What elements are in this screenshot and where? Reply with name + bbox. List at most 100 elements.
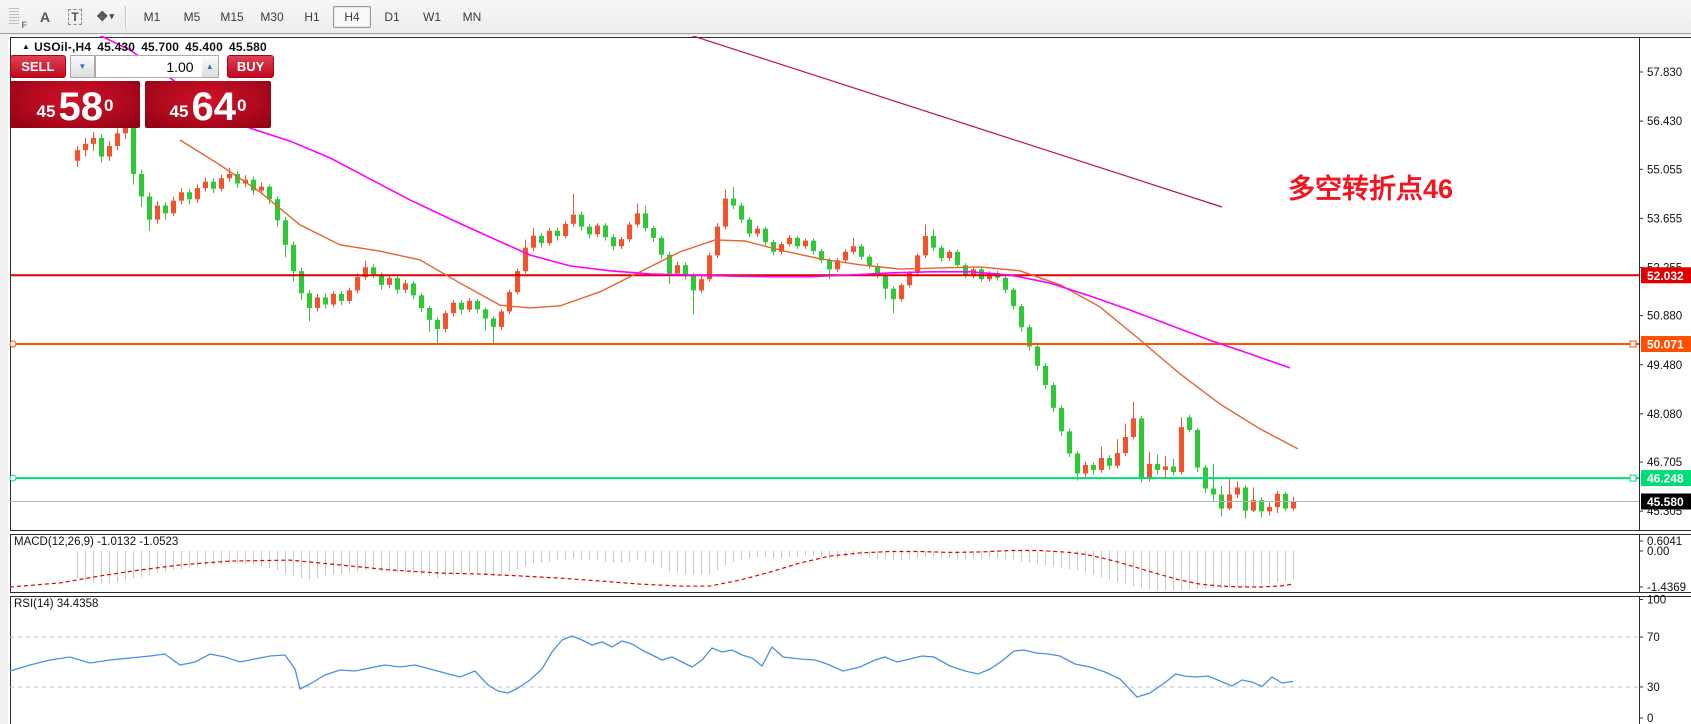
candle-body bbox=[155, 205, 160, 220]
svg-text:46.705: 46.705 bbox=[1647, 457, 1682, 469]
candle-body bbox=[539, 235, 544, 244]
timeframe-button-M15[interactable]: M15 bbox=[220, 9, 244, 24]
hline-right-handle[interactable] bbox=[1629, 474, 1637, 482]
svg-text:70: 70 bbox=[1647, 632, 1660, 644]
candle-body bbox=[1051, 385, 1056, 408]
price-tag bbox=[1641, 267, 1691, 284]
candle-body bbox=[363, 267, 368, 278]
candle-body bbox=[307, 293, 312, 308]
candle-body bbox=[475, 300, 480, 310]
candle-body bbox=[435, 319, 440, 329]
rsi-indicator-label: RSI(14) 34.4358 bbox=[14, 598, 99, 610]
candle-body bbox=[859, 246, 864, 257]
svg-text:48.080: 48.080 bbox=[1647, 409, 1682, 421]
candle-body bbox=[611, 237, 616, 247]
toolbar-separator bbox=[125, 5, 127, 28]
candle-body bbox=[1003, 277, 1008, 290]
candle-body bbox=[1171, 466, 1176, 473]
candle-body bbox=[1211, 488, 1216, 495]
candle-body bbox=[523, 247, 528, 272]
buy-price-tile[interactable]: 45 64 0 bbox=[145, 81, 271, 128]
candle-body bbox=[459, 302, 464, 310]
candle-body bbox=[891, 288, 896, 300]
candle-body bbox=[691, 275, 696, 291]
ma-fast-line bbox=[179, 139, 1299, 450]
volume-decrease-button[interactable]: ▼ bbox=[69, 55, 96, 78]
timeframe-button-H1[interactable]: H1 bbox=[304, 9, 320, 24]
tile-windows-icon[interactable] bbox=[2, 5, 28, 30]
trendline-layer[interactable] bbox=[690, 36, 1223, 208]
hline-left-handle[interactable] bbox=[9, 340, 17, 348]
chart-canvas: 57.83056.43055.05553.65552.25550.88049.4… bbox=[9, 36, 1691, 724]
candle-body bbox=[771, 242, 776, 252]
candle-body bbox=[595, 225, 600, 235]
price-tag bbox=[1641, 336, 1691, 353]
timeframe-button-group: M1 M5 M15 M30 H1 H4 D1 W1 MN bbox=[132, 5, 492, 28]
price-tag bbox=[1641, 470, 1691, 487]
buy-price-pips: 64 bbox=[191, 85, 236, 129]
candle-body bbox=[675, 265, 680, 274]
descending-trendline[interactable] bbox=[690, 36, 1223, 208]
chart-window: 57.83056.43055.05553.65552.25550.88049.4… bbox=[8, 36, 1691, 724]
candle-body bbox=[931, 236, 936, 248]
candle-body bbox=[947, 251, 952, 259]
price-tag bbox=[1641, 493, 1691, 510]
candle-body bbox=[99, 137, 104, 157]
price-axis[interactable]: 57.83056.43055.05553.65552.25550.88049.4… bbox=[1639, 67, 1682, 518]
quote-header: ▲ USOil-,H4 45.430 45.700 45.400 45.580 bbox=[22, 40, 273, 54]
candle-body bbox=[571, 214, 576, 224]
quote-open: 45.430 bbox=[97, 40, 136, 54]
candle-body bbox=[275, 199, 280, 221]
candle-body bbox=[851, 246, 856, 252]
candle-body bbox=[187, 192, 192, 200]
candle-body bbox=[811, 240, 816, 252]
candle-body bbox=[347, 290, 352, 301]
rsi-panel: 100 70 30 0 bbox=[9, 595, 1666, 724]
candle-body bbox=[723, 198, 728, 227]
sell-price-tile[interactable]: 45 58 0 bbox=[10, 81, 140, 128]
svg-text:0.00: 0.00 bbox=[1647, 546, 1669, 558]
timeframe-button-H4[interactable]: H4 bbox=[333, 5, 371, 28]
candle-body bbox=[171, 200, 176, 214]
timeframe-button-M1[interactable]: M1 bbox=[143, 9, 161, 24]
candle-body bbox=[779, 244, 784, 252]
chart-annotation-text[interactable]: 多空转折点46 bbox=[1288, 174, 1454, 204]
candle-body bbox=[1131, 418, 1136, 437]
candle-body bbox=[835, 260, 840, 270]
candle-body bbox=[651, 228, 656, 238]
hline-left-handle[interactable] bbox=[9, 474, 17, 482]
hline-right-handle[interactable] bbox=[1629, 340, 1637, 348]
font-icon[interactable]: A bbox=[39, 8, 51, 25]
candle-body bbox=[267, 186, 272, 200]
timeframe-button-M5[interactable]: M5 bbox=[183, 9, 201, 24]
candle-body bbox=[115, 133, 120, 146]
sell-price-whole: 45 bbox=[36, 102, 56, 121]
svg-text:53.655: 53.655 bbox=[1647, 213, 1682, 225]
timeframe-button-W1[interactable]: W1 bbox=[423, 9, 441, 24]
volume-input[interactable]: 1.00 bbox=[95, 55, 202, 78]
text-label-icon[interactable]: T bbox=[62, 5, 88, 29]
timeframe-button-M30[interactable]: M30 bbox=[260, 9, 284, 24]
arrange-objects-icon[interactable]: ❖ ▾ bbox=[95, 8, 115, 24]
toolbar-grip bbox=[9, 7, 27, 30]
candle-body bbox=[643, 213, 648, 229]
collapse-icon[interactable]: ▲ bbox=[22, 42, 31, 51]
candle-body bbox=[739, 205, 744, 220]
candle-body bbox=[443, 313, 448, 329]
timeframe-button-D1[interactable]: D1 bbox=[384, 9, 400, 24]
candle-body bbox=[1275, 493, 1280, 508]
volume-increase-button[interactable]: ▲ bbox=[201, 55, 220, 78]
quote-close: 45.580 bbox=[229, 40, 267, 54]
svg-text:57.830: 57.830 bbox=[1647, 67, 1682, 79]
buy-button[interactable]: BUY bbox=[227, 55, 274, 78]
candle-body bbox=[371, 267, 376, 275]
candle-body bbox=[1179, 427, 1184, 473]
timeframe-button-MN[interactable]: MN bbox=[462, 9, 482, 24]
candle-body bbox=[123, 124, 128, 134]
candle-body bbox=[251, 179, 256, 191]
svg-text:52.032: 52.032 bbox=[1647, 269, 1684, 283]
horizontal-levels[interactable] bbox=[9, 274, 1639, 482]
sell-button[interactable]: SELL bbox=[10, 55, 66, 78]
candle-body bbox=[387, 278, 392, 285]
candle-body bbox=[659, 237, 664, 255]
